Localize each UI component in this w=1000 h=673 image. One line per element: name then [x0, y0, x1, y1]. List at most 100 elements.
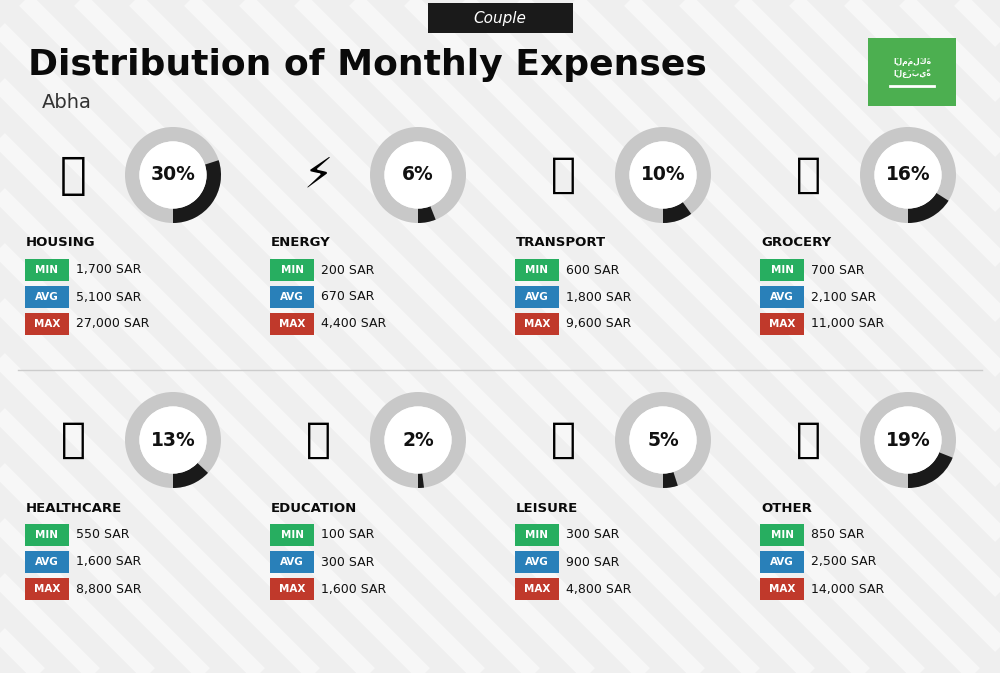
Text: 8,800 SAR: 8,800 SAR	[76, 583, 142, 596]
Text: AVG: AVG	[770, 292, 794, 302]
FancyBboxPatch shape	[760, 259, 804, 281]
Text: 11,000 SAR: 11,000 SAR	[811, 318, 884, 330]
Text: 💼: 💼	[796, 419, 820, 461]
Wedge shape	[125, 127, 221, 223]
Text: 670 SAR: 670 SAR	[321, 291, 374, 304]
FancyBboxPatch shape	[760, 551, 804, 573]
Wedge shape	[860, 127, 956, 223]
Text: 5%: 5%	[647, 431, 679, 450]
Text: 4,400 SAR: 4,400 SAR	[321, 318, 386, 330]
Text: GROCERY: GROCERY	[761, 236, 831, 250]
Wedge shape	[125, 392, 221, 488]
FancyBboxPatch shape	[515, 551, 559, 573]
Text: AVG: AVG	[35, 292, 59, 302]
FancyBboxPatch shape	[760, 524, 804, 546]
Text: OTHER: OTHER	[761, 501, 812, 514]
Text: MAX: MAX	[34, 584, 60, 594]
Text: 14,000 SAR: 14,000 SAR	[811, 583, 884, 596]
Text: AVG: AVG	[770, 557, 794, 567]
Wedge shape	[370, 127, 466, 223]
Text: 1,600 SAR: 1,600 SAR	[321, 583, 386, 596]
FancyBboxPatch shape	[868, 38, 956, 106]
Text: MAX: MAX	[34, 319, 60, 329]
FancyBboxPatch shape	[515, 313, 559, 335]
Text: MIN: MIN	[280, 265, 304, 275]
Text: 27,000 SAR: 27,000 SAR	[76, 318, 149, 330]
FancyBboxPatch shape	[25, 259, 69, 281]
Wedge shape	[908, 452, 953, 488]
Text: 🛒: 🛒	[796, 154, 820, 196]
Text: LEISURE: LEISURE	[516, 501, 578, 514]
FancyBboxPatch shape	[515, 259, 559, 281]
Text: MAX: MAX	[279, 319, 305, 329]
Circle shape	[384, 406, 452, 474]
FancyBboxPatch shape	[25, 286, 69, 308]
Text: EDUCATION: EDUCATION	[271, 501, 357, 514]
FancyBboxPatch shape	[270, 551, 314, 573]
FancyBboxPatch shape	[270, 259, 314, 281]
Text: 550 SAR: 550 SAR	[76, 528, 130, 542]
Text: MIN: MIN	[770, 530, 794, 540]
Text: AVG: AVG	[525, 557, 549, 567]
FancyBboxPatch shape	[270, 313, 314, 335]
Text: اَلعَرَبِيَّة: اَلعَرَبِيَّة	[893, 69, 931, 79]
Text: 6%: 6%	[402, 166, 434, 184]
Wedge shape	[860, 392, 956, 488]
Circle shape	[384, 141, 452, 209]
Wedge shape	[370, 392, 466, 488]
Text: MAX: MAX	[279, 584, 305, 594]
Text: MIN: MIN	[770, 265, 794, 275]
Circle shape	[874, 141, 942, 209]
Text: MAX: MAX	[769, 584, 795, 594]
FancyBboxPatch shape	[760, 286, 804, 308]
Text: 🎓: 🎓	[306, 419, 330, 461]
Text: 2,100 SAR: 2,100 SAR	[811, 291, 876, 304]
Text: 100 SAR: 100 SAR	[321, 528, 374, 542]
FancyBboxPatch shape	[515, 524, 559, 546]
FancyBboxPatch shape	[270, 578, 314, 600]
Wedge shape	[663, 202, 691, 223]
Text: 300 SAR: 300 SAR	[321, 555, 374, 569]
Text: 🏥: 🏥	[60, 419, 86, 461]
Text: 🏢: 🏢	[60, 153, 86, 197]
Wedge shape	[418, 473, 424, 488]
Text: 10%: 10%	[641, 166, 685, 184]
Text: Couple: Couple	[474, 11, 526, 26]
Wedge shape	[615, 127, 711, 223]
Wedge shape	[663, 472, 678, 488]
Text: 13%: 13%	[151, 431, 195, 450]
Text: MAX: MAX	[524, 319, 550, 329]
FancyBboxPatch shape	[515, 578, 559, 600]
Text: AVG: AVG	[35, 557, 59, 567]
Circle shape	[874, 406, 942, 474]
Text: 2,500 SAR: 2,500 SAR	[811, 555, 876, 569]
Text: 600 SAR: 600 SAR	[566, 264, 619, 277]
Wedge shape	[418, 206, 436, 223]
Text: 9,600 SAR: 9,600 SAR	[566, 318, 631, 330]
Text: HEALTHCARE: HEALTHCARE	[26, 501, 122, 514]
Text: MIN: MIN	[280, 530, 304, 540]
Text: MAX: MAX	[769, 319, 795, 329]
FancyBboxPatch shape	[270, 524, 314, 546]
Text: 1,700 SAR: 1,700 SAR	[76, 264, 141, 277]
FancyBboxPatch shape	[25, 551, 69, 573]
Text: MIN: MIN	[526, 530, 548, 540]
Text: 200 SAR: 200 SAR	[321, 264, 374, 277]
FancyBboxPatch shape	[515, 286, 559, 308]
Circle shape	[139, 406, 207, 474]
FancyBboxPatch shape	[25, 313, 69, 335]
FancyBboxPatch shape	[25, 524, 69, 546]
Text: 850 SAR: 850 SAR	[811, 528, 864, 542]
FancyBboxPatch shape	[760, 578, 804, 600]
Text: 5,100 SAR: 5,100 SAR	[76, 291, 141, 304]
FancyBboxPatch shape	[25, 578, 69, 600]
Text: اَلمَملَكَة: اَلمَملَكَة	[893, 57, 931, 67]
Wedge shape	[908, 193, 949, 223]
Text: AVG: AVG	[280, 557, 304, 567]
Text: AVG: AVG	[525, 292, 549, 302]
Text: MAX: MAX	[524, 584, 550, 594]
Text: 30%: 30%	[151, 166, 195, 184]
Text: 1,800 SAR: 1,800 SAR	[566, 291, 631, 304]
Text: TRANSPORT: TRANSPORT	[516, 236, 606, 250]
Circle shape	[629, 141, 697, 209]
